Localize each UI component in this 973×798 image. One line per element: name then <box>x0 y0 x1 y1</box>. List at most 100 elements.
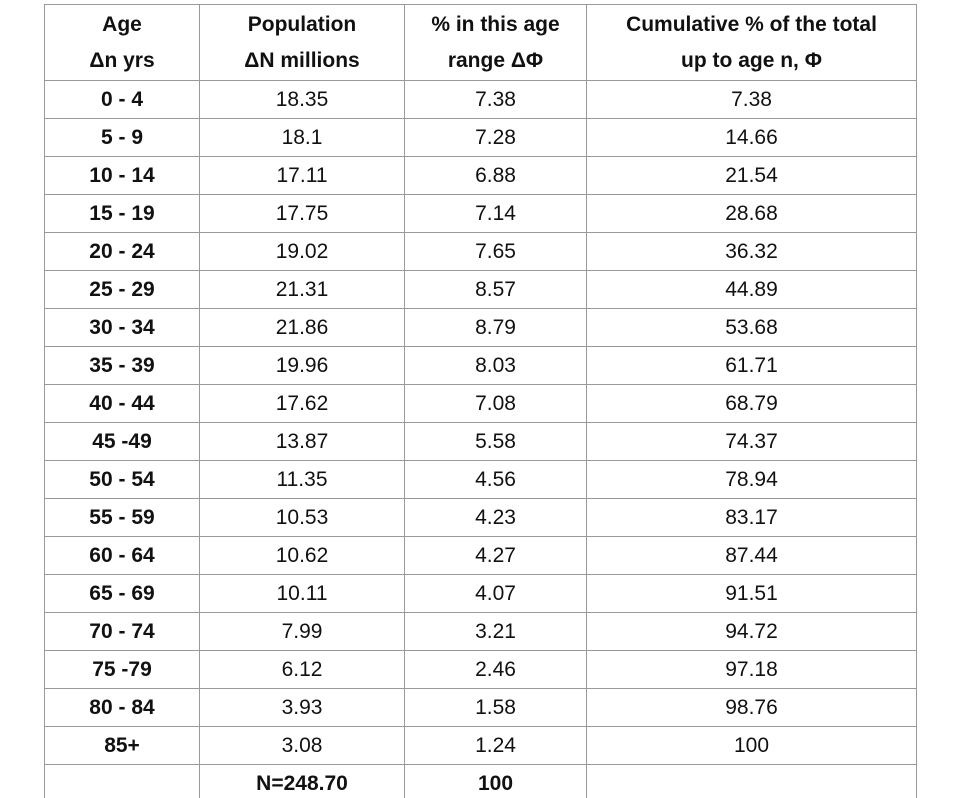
value-cell: 28.68 <box>586 194 917 233</box>
value-cell: 11.35 <box>199 460 405 499</box>
value-cell: 98.76 <box>586 688 917 727</box>
totals-row: N=248.70 100 <box>44 764 917 798</box>
age-cell: 55 - 59 <box>44 498 200 537</box>
value-cell: 7.38 <box>404 80 587 119</box>
value-cell: 61.71 <box>586 346 917 385</box>
age-cell: 70 - 74 <box>44 612 200 651</box>
value-cell: 17.11 <box>199 156 405 195</box>
header-line: range ΔΦ <box>447 48 544 72</box>
value-cell: 1.58 <box>404 688 587 727</box>
value-cell: 7.99 <box>199 612 405 651</box>
data-row: 80 - 84 3.93 1.58 98.76 <box>44 688 917 727</box>
value-cell: 4.56 <box>404 460 587 499</box>
header-line: Population <box>247 12 357 36</box>
value-cell: 21.31 <box>199 270 405 309</box>
value-cell: 7.08 <box>404 384 587 423</box>
value-cell: 7.28 <box>404 118 587 157</box>
value-cell: 3.21 <box>404 612 587 651</box>
data-row: 45 -49 13.87 5.58 74.37 <box>44 422 917 461</box>
value-cell: 17.75 <box>199 194 405 233</box>
value-cell: 13.87 <box>199 422 405 461</box>
data-row: 55 - 59 10.53 4.23 83.17 <box>44 498 917 537</box>
data-row: 85+ 3.08 1.24 100 <box>44 726 917 765</box>
header-cell: Age Δn yrs <box>44 4 200 81</box>
value-cell: 44.89 <box>586 270 917 309</box>
value-cell: 18.35 <box>199 80 405 119</box>
value-cell: 18.1 <box>199 118 405 157</box>
value-cell: 83.17 <box>586 498 917 537</box>
value-cell: 7.65 <box>404 232 587 271</box>
value-cell: 10.11 <box>199 574 405 613</box>
value-cell: 7.14 <box>404 194 587 233</box>
value-cell: 5.58 <box>404 422 587 461</box>
data-row: 20 - 24 19.02 7.65 36.32 <box>44 232 917 271</box>
age-cell: 65 - 69 <box>44 574 200 613</box>
age-cell: 75 -79 <box>44 650 200 689</box>
value-cell: 1.24 <box>404 726 587 765</box>
header-line: % in this age <box>431 12 560 36</box>
value-cell: 8.03 <box>404 346 587 385</box>
data-row: 30 - 34 21.86 8.79 53.68 <box>44 308 917 347</box>
data-row: 60 - 64 10.62 4.27 87.44 <box>44 536 917 575</box>
data-row: 5 - 9 18.1 7.28 14.66 <box>44 118 917 157</box>
age-cell: 85+ <box>44 726 200 765</box>
age-cell: 40 - 44 <box>44 384 200 423</box>
age-cell: 25 - 29 <box>44 270 200 309</box>
value-cell: 36.32 <box>586 232 917 271</box>
empty-cell <box>586 764 917 798</box>
age-cell: 45 -49 <box>44 422 200 461</box>
header-line: up to age n, Φ <box>681 48 822 72</box>
value-cell: 14.66 <box>586 118 917 157</box>
data-row: 25 - 29 21.31 8.57 44.89 <box>44 270 917 309</box>
data-row: 75 -79 6.12 2.46 97.18 <box>44 650 917 689</box>
population-table: Age Δn yrs Population ΔN millions % in this … <box>44 4 917 798</box>
value-cell: 7.38 <box>586 80 917 119</box>
total-cell: N=248.70 <box>199 764 405 798</box>
data-row: 40 - 44 17.62 7.08 68.79 <box>44 384 917 423</box>
value-cell: 8.57 <box>404 270 587 309</box>
age-cell: 80 - 84 <box>44 688 200 727</box>
value-cell: 87.44 <box>586 536 917 575</box>
data-row: 10 - 14 17.11 6.88 21.54 <box>44 156 917 195</box>
data-row: 50 - 54 11.35 4.56 78.94 <box>44 460 917 499</box>
header-line: Age <box>102 12 142 36</box>
data-row: 0 - 4 18.35 7.38 7.38 <box>44 80 917 119</box>
header-cell: Cumulative % of the total up to age n, Φ <box>586 4 917 81</box>
value-cell: 100 <box>586 726 917 765</box>
data-row: 15 - 19 17.75 7.14 28.68 <box>44 194 917 233</box>
value-cell: 6.88 <box>404 156 587 195</box>
value-cell: 21.54 <box>586 156 917 195</box>
value-cell: 21.86 <box>199 308 405 347</box>
value-cell: 10.62 <box>199 536 405 575</box>
data-row: 65 - 69 10.11 4.07 91.51 <box>44 574 917 613</box>
age-cell: 60 - 64 <box>44 536 200 575</box>
value-cell: 94.72 <box>586 612 917 651</box>
empty-cell <box>44 764 200 798</box>
age-cell: 35 - 39 <box>44 346 200 385</box>
value-cell: 19.02 <box>199 232 405 271</box>
value-cell: 19.96 <box>199 346 405 385</box>
table-container: Age Δn yrs Population ΔN millions % in this … <box>44 4 917 798</box>
header-row: Age Δn yrs Population ΔN millions % in this … <box>44 4 917 81</box>
age-cell: 30 - 34 <box>44 308 200 347</box>
age-cell: 50 - 54 <box>44 460 200 499</box>
age-cell: 15 - 19 <box>44 194 200 233</box>
value-cell: 68.79 <box>586 384 917 423</box>
age-cell: 20 - 24 <box>44 232 200 271</box>
table-body: 0 - 4 18.35 7.38 7.38 5 - 9 18.1 7.28 14.66 10 -… <box>44 80 917 798</box>
value-cell: 91.51 <box>586 574 917 613</box>
header-line: Δn yrs <box>89 48 155 72</box>
value-cell: 4.07 <box>404 574 587 613</box>
header-line: ΔN millions <box>244 48 360 72</box>
value-cell: 4.27 <box>404 536 587 575</box>
value-cell: 3.08 <box>199 726 405 765</box>
age-cell: 0 - 4 <box>44 80 200 119</box>
value-cell: 78.94 <box>586 460 917 499</box>
total-cell: 100 <box>404 764 587 798</box>
value-cell: 74.37 <box>586 422 917 461</box>
value-cell: 8.79 <box>404 308 587 347</box>
value-cell: 6.12 <box>199 650 405 689</box>
value-cell: 4.23 <box>404 498 587 537</box>
value-cell: 97.18 <box>586 650 917 689</box>
